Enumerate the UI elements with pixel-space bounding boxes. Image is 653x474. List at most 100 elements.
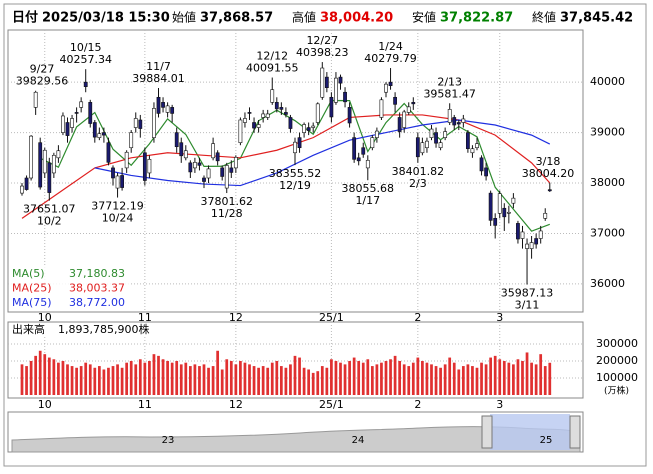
y-tick-label: 40000	[590, 75, 625, 88]
header-label: 安値	[412, 10, 436, 25]
candle-body	[479, 157, 484, 172]
volume-bar	[398, 360, 402, 395]
volume-bar	[34, 355, 38, 395]
volume-tick-label: 100000	[596, 371, 638, 384]
candle-body	[20, 185, 24, 194]
candle-body	[434, 132, 438, 144]
volume-bar	[84, 362, 88, 395]
volume-bar	[339, 362, 342, 395]
volume-bar	[352, 357, 356, 395]
candle-body	[56, 150, 61, 159]
candle-body	[284, 112, 288, 115]
navigator-window[interactable]	[490, 414, 570, 450]
volume-bar	[279, 366, 283, 395]
legend-value: 37,180.83	[69, 267, 125, 280]
volume-bar	[389, 359, 392, 395]
legend-box	[9, 266, 129, 311]
y-tick-label: 38000	[590, 176, 625, 189]
volume-bar	[534, 364, 538, 395]
volume-bar	[79, 366, 83, 395]
navigator-handle-left[interactable]	[481, 415, 493, 449]
candle-body	[324, 76, 329, 89]
volume-bar	[102, 369, 106, 395]
candle-body	[465, 132, 470, 150]
candle-body	[388, 81, 393, 86]
header-date: 2025/03/18 15:30	[42, 11, 170, 26]
candle-body	[179, 142, 184, 157]
candle-body	[302, 124, 306, 133]
low-value: 38355.52	[269, 167, 322, 180]
volume-bar	[375, 364, 379, 395]
candle-body	[288, 117, 293, 129]
header-value: 37,822.87	[440, 11, 513, 26]
x-tick-label: 10	[38, 398, 52, 411]
x-tick-label: 25/1	[319, 398, 344, 411]
candle-body	[538, 230, 543, 239]
candle-body	[347, 107, 352, 124]
candle-body	[129, 132, 134, 149]
candle-body	[156, 96, 161, 114]
volume-bar	[25, 366, 28, 395]
volume-bar	[293, 355, 297, 395]
volume-bar	[116, 364, 119, 395]
candle-body	[320, 67, 325, 98]
candle-body	[202, 177, 206, 182]
candle-body	[475, 143, 479, 149]
candle-body	[488, 192, 493, 221]
candle-body	[274, 102, 279, 110]
low-date: 10/24	[102, 212, 134, 225]
legend-value: 38,772.00	[69, 296, 125, 309]
x-tick-label: 2	[414, 398, 421, 411]
volume-bar	[334, 360, 338, 395]
candle-body	[29, 135, 33, 179]
volume-bar	[502, 360, 506, 395]
candle-body	[461, 118, 466, 123]
candle-body	[111, 167, 115, 179]
low-date: 12/19	[279, 179, 311, 192]
candle-body	[224, 165, 229, 189]
candle-body	[525, 243, 529, 249]
volume-bar	[543, 366, 547, 395]
legend-name: MA(5)	[12, 267, 45, 280]
volume-bar	[448, 357, 452, 395]
low-value: 38055.68	[342, 182, 395, 195]
candle-body	[24, 177, 29, 190]
volume-bar	[134, 364, 138, 395]
candle-body	[438, 142, 443, 149]
volume-bar	[525, 352, 529, 395]
volume-bar	[138, 359, 142, 395]
candle-body	[402, 111, 407, 128]
candle-body	[452, 117, 457, 126]
volume-bar	[357, 360, 361, 395]
volume-bar	[421, 360, 424, 395]
candle-body	[147, 159, 152, 174]
volume-bar	[161, 359, 165, 395]
high-value: 39829.56	[16, 75, 69, 88]
candle-body	[247, 112, 252, 114]
volume-bar	[316, 371, 320, 395]
volume-bar	[70, 366, 74, 395]
volume-bar	[302, 367, 306, 395]
volume-bar	[275, 360, 279, 395]
volume-bar	[129, 360, 133, 395]
volume-total: 1,893,785,900株	[58, 322, 149, 336]
candle-body	[411, 102, 416, 105]
header-label: 始値	[172, 10, 196, 25]
volume-bar	[229, 360, 233, 395]
candle-body	[406, 106, 411, 113]
volume-bar	[430, 364, 433, 395]
volume-bar	[157, 355, 160, 395]
volume-bar	[266, 367, 270, 395]
volume-bar	[284, 367, 288, 395]
candle-body	[142, 152, 147, 181]
volume-bar	[480, 362, 483, 395]
volume-bar	[188, 366, 192, 395]
volume-bar	[120, 367, 124, 395]
navigator-handle-right[interactable]	[569, 415, 581, 449]
x-tick-label: 12	[229, 311, 243, 324]
volume-bar	[289, 364, 292, 395]
volume-bar	[152, 354, 156, 395]
candle-body	[161, 102, 165, 108]
